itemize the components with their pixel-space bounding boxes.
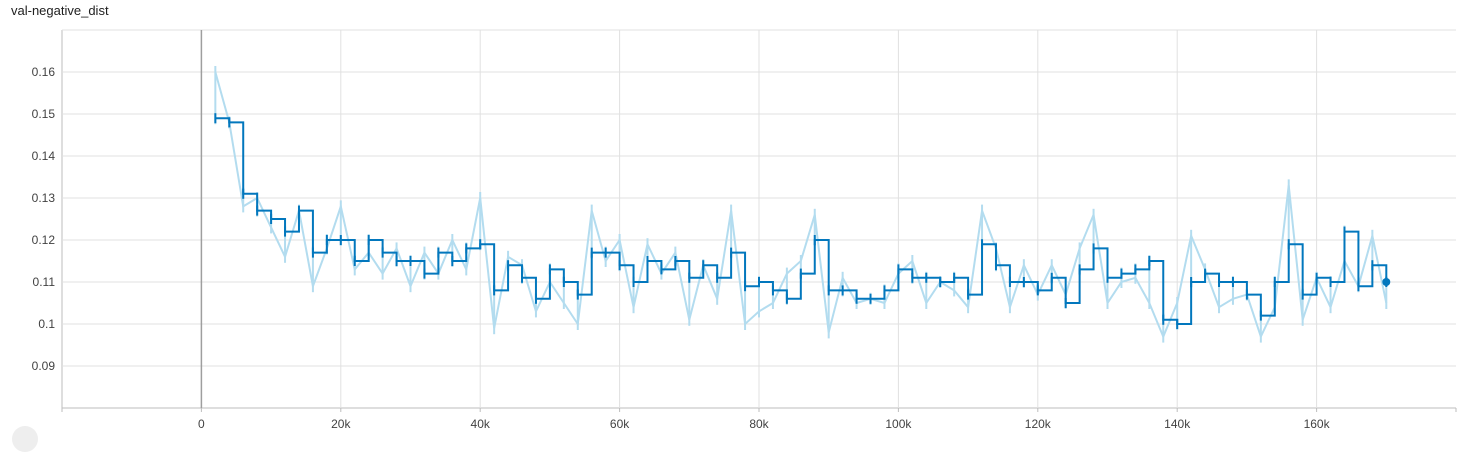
tick-label-layer: 0.09 0.1 0.11 0.12 0.13 0.14 0.15 0.16 0 20k 40k 60… <box>32 65 1331 431</box>
raw-series-layer <box>214 66 1388 343</box>
x-tick-label: 20k <box>331 417 351 431</box>
chart-title: val-negative_dist <box>11 3 109 18</box>
y-tick-label: 0.12 <box>32 233 56 247</box>
y-tick-label: 0.16 <box>32 65 56 79</box>
smoothed-series-line <box>215 117 1388 325</box>
chart-plot[interactable]: 0.09 0.1 0.11 0.12 0.13 0.14 0.15 0.16 0 20k 40k 60… <box>0 0 1467 434</box>
x-tick-label: 40k <box>471 417 491 431</box>
y-tick-label: 0.09 <box>32 359 56 373</box>
x-tick-label: 160k <box>1304 417 1331 431</box>
y-tick-label: 0.13 <box>32 191 56 205</box>
x-tick-label: 60k <box>610 417 630 431</box>
grid-layer <box>61 29 1457 412</box>
x-tick-label: 140k <box>1164 417 1191 431</box>
x-tick-label: 100k <box>885 417 912 431</box>
y-tick-label: 0.1 <box>38 317 55 331</box>
x-tick-label: 80k <box>749 417 769 431</box>
y-tick-label: 0.14 <box>32 149 56 163</box>
last-point-marker <box>1382 278 1391 286</box>
smoothed-series-layer <box>214 113 1391 329</box>
corner-badge[interactable] <box>12 426 38 452</box>
x-tick-label: 0 <box>198 417 205 431</box>
x-tick-label: 120k <box>1025 417 1052 431</box>
y-tick-label: 0.15 <box>32 107 56 121</box>
y-tick-label: 0.11 <box>33 275 56 289</box>
